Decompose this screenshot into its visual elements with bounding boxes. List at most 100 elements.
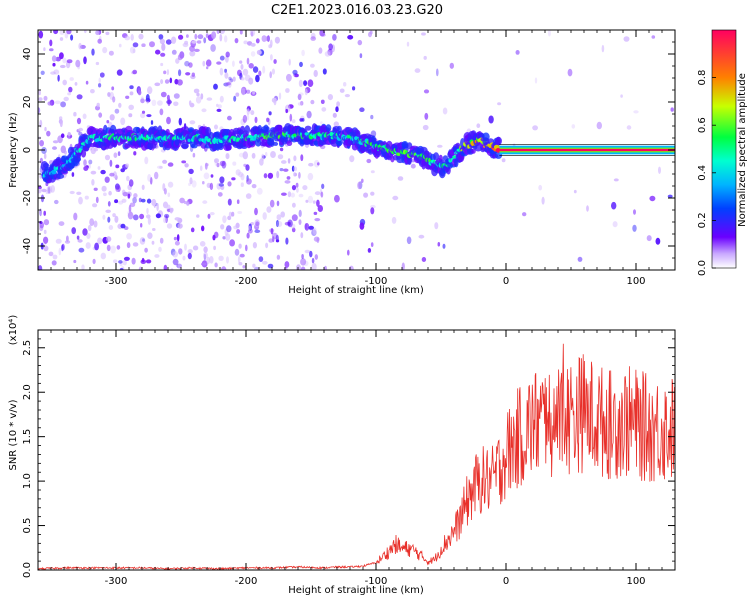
noise-dot xyxy=(265,242,269,249)
noise-dot xyxy=(240,64,244,70)
noise-dot xyxy=(91,48,95,56)
noise-dot xyxy=(104,176,110,183)
noise-dot xyxy=(271,68,275,75)
ridge-core-dot xyxy=(329,131,334,137)
noise-dot xyxy=(285,108,289,114)
ridge-halo-dot xyxy=(471,148,476,154)
noise-dot xyxy=(612,221,618,228)
noise-dot xyxy=(300,258,307,266)
noise-dot xyxy=(152,228,156,231)
noise-dot xyxy=(310,36,317,41)
noise-dot xyxy=(175,58,180,64)
noise-dot xyxy=(250,51,256,57)
ridge-halo-dot xyxy=(433,152,440,161)
noise-dot xyxy=(233,95,237,102)
noise-dot xyxy=(105,209,111,213)
noise-dot xyxy=(300,154,304,162)
noise-dot xyxy=(140,112,146,119)
noise-dot xyxy=(145,94,150,102)
noise-dot xyxy=(84,195,89,200)
noise-dot xyxy=(60,133,65,138)
noise-dot xyxy=(187,252,192,260)
noise-dot xyxy=(352,86,356,91)
noise-dot xyxy=(163,70,167,75)
noise-dot xyxy=(85,80,89,85)
noise-dot xyxy=(320,99,325,105)
ridge-halo-dot xyxy=(407,155,412,165)
noise-dot xyxy=(139,213,145,220)
ridge-halo-dot xyxy=(80,149,87,158)
noise-dot xyxy=(310,32,316,40)
noise-dot xyxy=(252,263,256,268)
noise-dot xyxy=(410,163,416,169)
noise-dot xyxy=(670,107,674,112)
noise-dot xyxy=(304,88,308,96)
noise-dot xyxy=(115,183,120,190)
noise-dot xyxy=(658,166,661,174)
noise-dot xyxy=(93,187,98,191)
colorbar-label: Normalized spectral amplitude xyxy=(737,73,748,227)
noise-dot xyxy=(110,245,116,254)
noise-dot xyxy=(296,187,299,193)
noise-dot xyxy=(158,246,162,252)
noise-dot xyxy=(60,145,66,154)
noise-dot xyxy=(651,35,656,39)
noise-dot xyxy=(115,164,120,169)
noise-dot xyxy=(96,102,100,108)
noise-dot xyxy=(406,236,412,245)
noise-dot xyxy=(307,172,314,181)
noise-dot xyxy=(115,185,121,192)
noise-dot xyxy=(161,43,166,51)
noise-dot xyxy=(192,152,196,158)
noise-dot xyxy=(186,201,190,206)
noise-dot xyxy=(359,53,363,59)
noise-dot xyxy=(128,179,134,187)
noise-dot xyxy=(84,30,87,34)
noise-dot xyxy=(184,163,189,168)
noise-dot xyxy=(119,43,122,48)
noise-dot xyxy=(109,159,113,167)
noise-dot xyxy=(94,242,99,251)
noise-dot xyxy=(243,40,248,45)
noise-dot xyxy=(309,250,313,258)
noise-dot xyxy=(369,30,373,35)
noise-dot xyxy=(141,198,146,203)
noise-dot xyxy=(217,104,222,109)
noise-dot xyxy=(252,66,259,73)
noise-dot xyxy=(655,237,661,245)
noise-dot xyxy=(189,45,195,52)
y-tick-label: 0 xyxy=(22,147,33,153)
noise-dot xyxy=(267,172,274,179)
noise-dot xyxy=(121,198,127,203)
noise-dot xyxy=(107,92,111,97)
noise-dot xyxy=(300,232,304,239)
noise-dot xyxy=(206,66,209,70)
noise-dot xyxy=(261,35,267,43)
ridge-halo-dot xyxy=(240,125,246,135)
noise-dot xyxy=(162,201,169,209)
noise-dot xyxy=(167,192,171,198)
noise-dot xyxy=(214,124,218,130)
ridge-halo-dot xyxy=(355,130,361,137)
noise-dot xyxy=(146,207,149,215)
noise-dot xyxy=(151,198,157,207)
noise-dot xyxy=(140,223,143,228)
noise-dot xyxy=(57,74,60,82)
ridge-halo-dot xyxy=(304,125,312,131)
noise-dot xyxy=(633,209,636,215)
noise-dot xyxy=(191,72,195,77)
noise-dot xyxy=(276,221,283,227)
noise-dot xyxy=(174,217,181,221)
noise-dot xyxy=(48,251,54,257)
noise-dot xyxy=(307,79,314,87)
noise-dot xyxy=(424,112,429,120)
noise-dot xyxy=(51,55,57,62)
noise-dot xyxy=(188,182,191,187)
noise-dot xyxy=(522,212,527,217)
noise-dot xyxy=(418,234,425,239)
noise-dot xyxy=(596,121,602,130)
noise-dot xyxy=(38,30,44,39)
noise-dot xyxy=(279,168,284,172)
noise-dot xyxy=(146,198,152,204)
